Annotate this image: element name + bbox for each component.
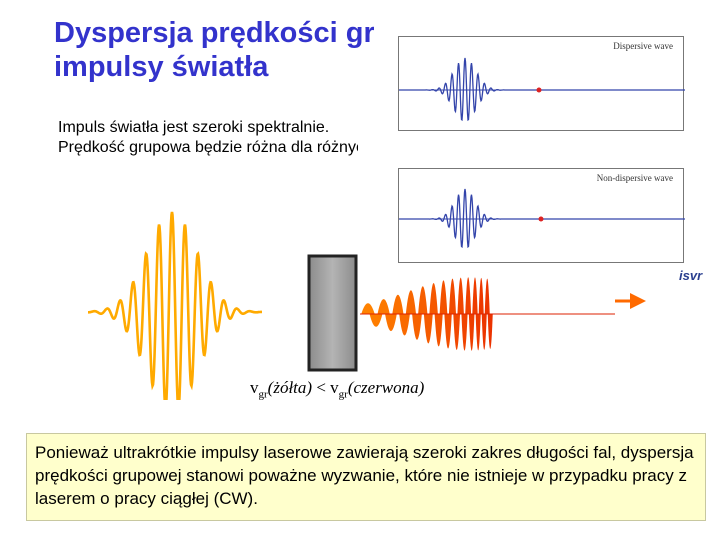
dispersed-pulse-lobe [399,314,410,336]
group-velocity-formula: vgr(żółta) < vgr(czerwona) [250,378,424,400]
dispersed-pulse-lobe [475,314,481,351]
dispersed-pulse-lobe [392,294,404,314]
dispersed-pulse-lobe [461,314,468,351]
dispersed-pulse-lobe [472,277,478,314]
note-box: Ponieważ ultrakrótkie impulsy laserowe z… [26,433,706,521]
dispersed-pulse-lobe [361,303,375,314]
dispersed-pulse [360,277,615,351]
dispersed-pulse-lobe [369,314,383,327]
slide-title: Dyspersja prędkości grupowej: impulsy św… [54,16,374,84]
dispersed-pulse-lobe [377,299,390,314]
pulse-dispersion-illustration [88,211,646,400]
formula-sub-2: gr [338,388,348,401]
non-dispersive-wave-graphic [399,188,685,249]
dispersed-pulse-lobe [457,277,464,314]
formula-v-2: v [330,378,339,397]
dispersed-pulse-lobe [465,277,472,314]
dispersive-wave-caption: Dispersive wave [613,41,673,51]
dispersed-pulse-lobe [385,314,397,332]
formula-v-1: v [250,378,259,397]
formula-arg-1: (żółta) [267,378,313,397]
dispersed-pulse-lobe [468,314,475,351]
dispersed-pulse-lobe [429,282,438,314]
dispersed-pulse-lobe [412,314,422,340]
dispersed-pulse-lobe [478,277,484,314]
dispersed-pulse-lobe [484,278,490,314]
dispersed-pulse-lobe [434,314,443,347]
dispersed-pulse-lobe [444,314,452,349]
dispersive-medium-block [307,254,358,372]
non-dispersive-wave-caption: Non-dispersive wave [596,173,673,183]
non-dispersive-wave-marker [538,216,544,222]
body-line-2: Prędkość grupowa będzie różna dla różnyc… [58,139,358,156]
dispersed-pulse-lobe [487,314,493,349]
dispersed-pulse-lobe [481,314,487,350]
dispersive-wave-marker [536,87,542,93]
formula-arg-2: (czerwona) [347,378,425,397]
dispersive-wave-graphic [399,57,685,122]
formula-operator: < [312,378,331,397]
dispersed-pulse-lobe [453,314,461,350]
non-dispersive-wave-panel: Non-dispersive wave [398,168,685,263]
input-pulse [88,211,262,400]
dispersed-pulse-lobe [448,278,456,314]
dispersed-pulse-lobe [423,314,433,344]
dispersed-pulse-lobe [439,280,448,314]
dispersive-wave-curve [399,57,685,122]
propagation-arrow-icon [630,293,646,309]
body-text: Impuls światła jest szeroki spektralnie.… [58,118,358,158]
title-line-1: Dyspersja prędkości grupowej: [54,17,374,49]
dispersed-pulse-lobe [418,286,428,314]
dispersive-wave-panel: Dispersive wave [398,36,685,131]
title-line-2: impulsy światła [54,51,269,83]
dispersed-pulse-lobe [405,290,417,314]
isvr-logo: isvr [679,268,703,283]
formula-sub-1: gr [258,388,268,401]
body-line-1: Impuls światła jest szeroki spektralnie. [58,119,330,136]
